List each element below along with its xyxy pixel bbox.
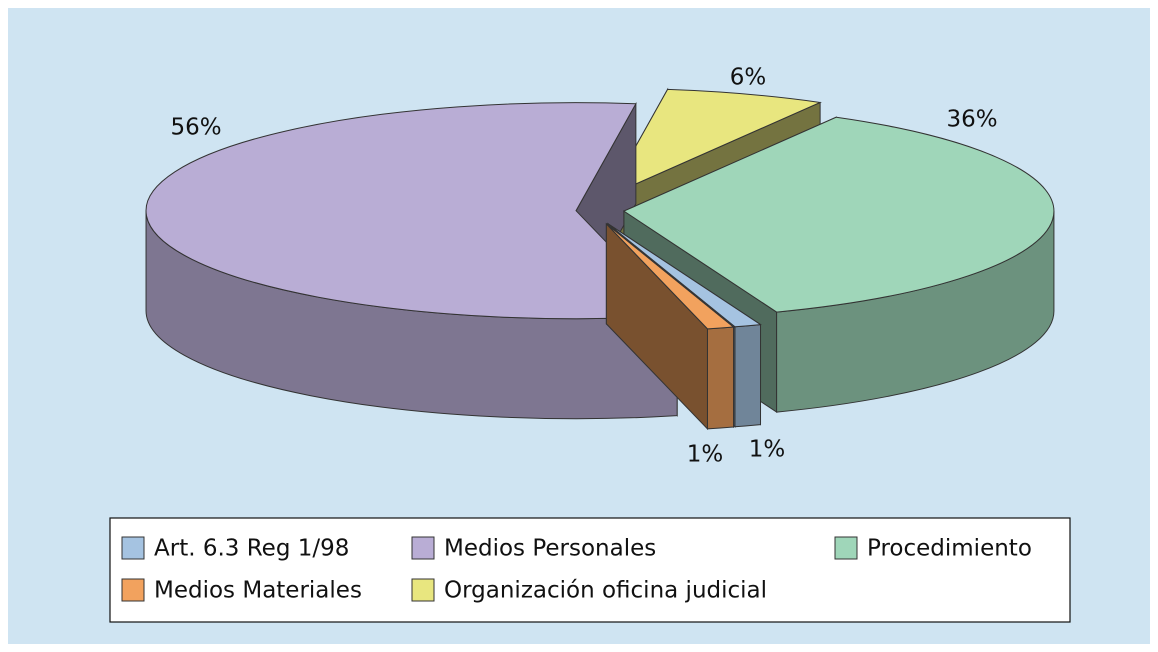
slice-side (734, 324, 762, 428)
legend-swatch (121, 536, 145, 560)
slice-side (706, 326, 735, 430)
legend-label: Medios Personales (444, 536, 656, 562)
data-label: 1% (687, 442, 724, 468)
legend-label: Medios Materiales (154, 578, 362, 604)
data-label: 36% (946, 107, 997, 133)
legend-swatch (411, 578, 435, 602)
data-label: 1% (749, 437, 786, 463)
legend-swatch (121, 578, 145, 602)
legend-box (109, 517, 1071, 623)
legend-label: Procedimiento (867, 536, 1032, 562)
slice (145, 102, 679, 320)
legend-label: Art. 6.3 Reg 1/98 (154, 536, 349, 562)
legend-swatch (411, 536, 435, 560)
slice (607, 223, 762, 328)
legend-swatch (834, 536, 858, 560)
slice (606, 88, 822, 198)
slice (606, 223, 735, 330)
slice (622, 116, 1055, 313)
data-label: 56% (170, 115, 221, 141)
legend-label: Organización oficina judicial (444, 578, 767, 604)
data-label: 6% (730, 65, 767, 91)
